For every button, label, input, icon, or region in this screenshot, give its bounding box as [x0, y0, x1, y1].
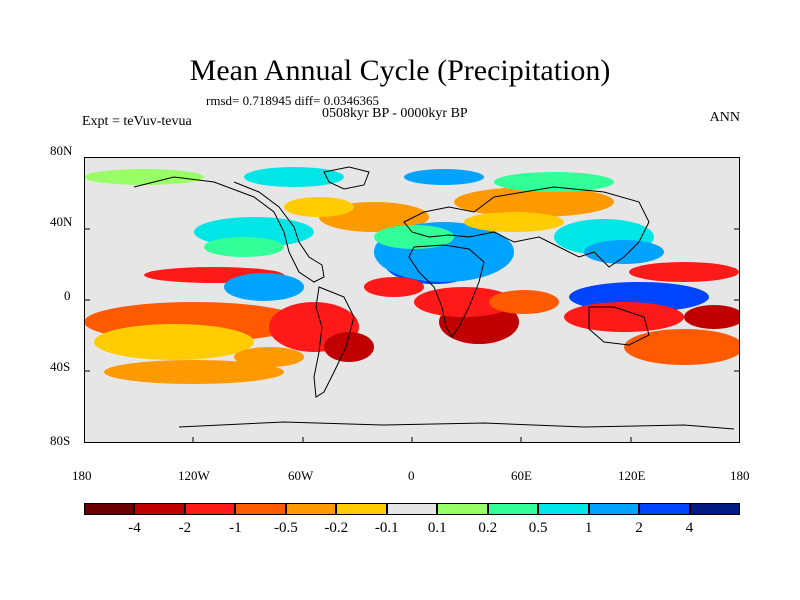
colorbar-label: 2 [635, 520, 643, 536]
lat-label-eq: 0 [64, 288, 71, 303]
plot-title: Mean Annual Cycle (Precipitation) [189, 54, 611, 87]
colorbar-swatch [588, 503, 640, 515]
colorbar-label: 0.5 [528, 520, 548, 536]
coastlines [133, 166, 735, 430]
lon-label-0: 0 [408, 468, 415, 483]
colorbar-swatch [285, 503, 337, 515]
lat-label-40s: 40S [50, 359, 71, 374]
colorbar-label: -0.5 [273, 520, 298, 536]
stats-text: rmsd= 0.718945 diff= 0.0346365 [206, 93, 379, 108]
map-svg [83, 156, 744, 444]
colorbar-swatch [487, 503, 539, 515]
colorbar-swatch [184, 503, 236, 515]
colorbar-label: -0.2 [324, 520, 349, 536]
lon-label-60w: 60W [288, 468, 314, 483]
experiment-label: Expt = teVuv-tevua [82, 114, 192, 129]
colorbar-label: -0.1 [374, 520, 399, 536]
colorbar-swatch [538, 503, 589, 515]
season-label: ANN [709, 110, 740, 125]
lat-label-40n: 40N [50, 214, 73, 229]
colorbar-swatch [689, 503, 740, 515]
colorbar-label: 4 [685, 520, 694, 536]
lat-label-80s: 80S [50, 433, 71, 448]
lon-label-120e: 120E [618, 468, 646, 483]
colorbar-swatch [336, 503, 387, 515]
colorbar-label: 0.2 [478, 520, 498, 536]
colorbar-label: -4 [128, 520, 141, 536]
colorbar-swatch [235, 503, 286, 515]
colorbar-label: -1 [229, 520, 242, 536]
precipitation-map [83, 156, 744, 444]
anomaly-field [84, 167, 744, 384]
colorbar-swatch [84, 503, 135, 515]
lat-label-80n: 80N [50, 143, 73, 158]
colorbar-swatch [437, 503, 488, 515]
lon-label-60e: 60E [511, 468, 532, 483]
period-text: 0508kyr BP - 0000kyr BP [322, 106, 468, 121]
colorbar-labels: -4 -2 -1 -0.5 -0.2 -0.1 0.1 0.2 0.5 1 2 4 [0, 520, 800, 540]
colorbar [84, 503, 740, 515]
colorbar-label: -2 [178, 520, 192, 536]
colorbar-swatch [386, 503, 438, 515]
lon-label-180w: 180 [72, 468, 92, 483]
colorbar-swatch [134, 503, 185, 515]
colorbar-label: 0.1 [427, 520, 447, 536]
lon-label-120w: 120W [178, 468, 210, 483]
lon-label-180e: 180 [730, 468, 750, 483]
colorbar-swatch [639, 503, 690, 515]
colorbar-label: 1 [584, 520, 593, 536]
